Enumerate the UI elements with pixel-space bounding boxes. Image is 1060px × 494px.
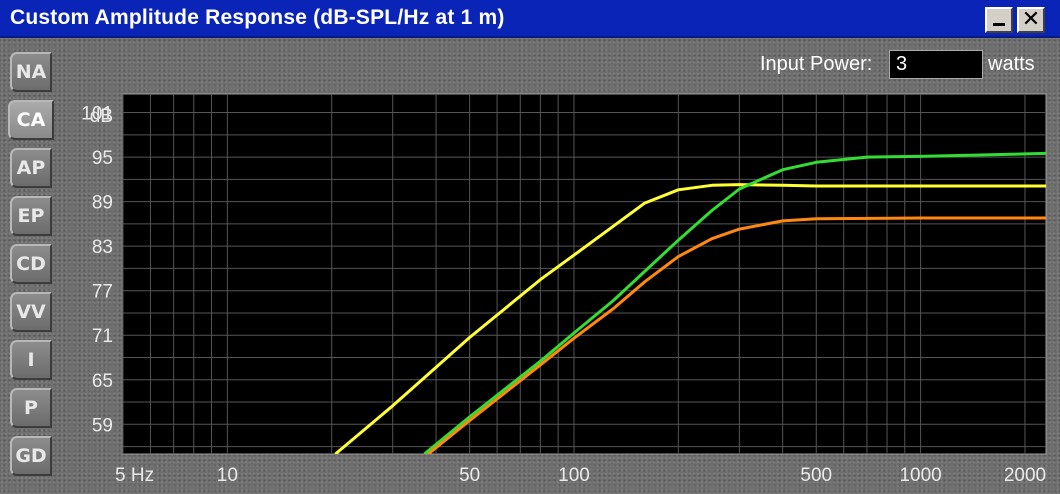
input-power-label: Input Power: <box>760 53 873 75</box>
tab-gd[interactable]: GD <box>10 436 52 476</box>
y-tick-label: 59 <box>92 415 113 436</box>
x-tick-label: 100 <box>558 465 590 486</box>
x-tick-label: 500 <box>800 465 832 486</box>
window-title: Custom Amplitude Response (dB-SPL/Hz at … <box>10 6 505 29</box>
title-bar[interactable]: Custom Amplitude Response (dB-SPL/Hz at … <box>0 0 1060 38</box>
series-line-2 <box>423 151 1046 454</box>
input-power-unit: watts <box>988 53 1035 75</box>
y-tick-label: 65 <box>92 371 113 392</box>
x-tick-label: 1000 <box>899 465 941 486</box>
y-axis-label: dB <box>90 106 113 127</box>
y-tick-label: 83 <box>92 237 113 258</box>
x-tick-label: 2000 <box>1004 465 1046 486</box>
tab-na[interactable]: NA <box>10 52 52 92</box>
x-tick-label: 10 <box>217 465 238 486</box>
tab-ca[interactable]: CA <box>8 100 54 140</box>
y-tick-label: 89 <box>92 193 113 214</box>
tab-p[interactable]: P <box>10 388 52 428</box>
close-button[interactable]: ✕ <box>1017 7 1045 33</box>
minimize-icon <box>993 23 1005 26</box>
tab-vv[interactable]: VV <box>10 292 52 332</box>
y-tick-label: 77 <box>92 282 113 303</box>
minimize-button[interactable] <box>985 7 1013 33</box>
y-tick-label: 71 <box>92 326 113 347</box>
series-line-3 <box>427 216 1046 454</box>
close-icon: ✕ <box>1021 7 1041 32</box>
tab-ap[interactable]: AP <box>10 148 52 188</box>
tab-cd[interactable]: CD <box>10 244 52 284</box>
plot-area <box>122 93 1047 455</box>
x-tick-label: 5 Hz <box>115 465 154 486</box>
tab-i[interactable]: I <box>10 340 52 380</box>
input-power-field[interactable] <box>889 50 983 79</box>
y-tick-label: 101 <box>81 104 113 125</box>
x-tick-label: 50 <box>459 465 480 486</box>
tab-ep[interactable]: EP <box>10 196 52 236</box>
series-line-1 <box>334 183 1046 454</box>
y-tick-label: 95 <box>92 148 113 169</box>
